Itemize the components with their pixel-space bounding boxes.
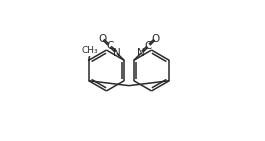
Text: O: O [151, 34, 160, 44]
Text: N: N [137, 48, 145, 58]
Text: C: C [106, 41, 113, 51]
Text: N: N [113, 48, 121, 58]
Text: O: O [99, 34, 107, 44]
Text: CH₃: CH₃ [81, 46, 98, 55]
Text: C: C [144, 41, 152, 51]
